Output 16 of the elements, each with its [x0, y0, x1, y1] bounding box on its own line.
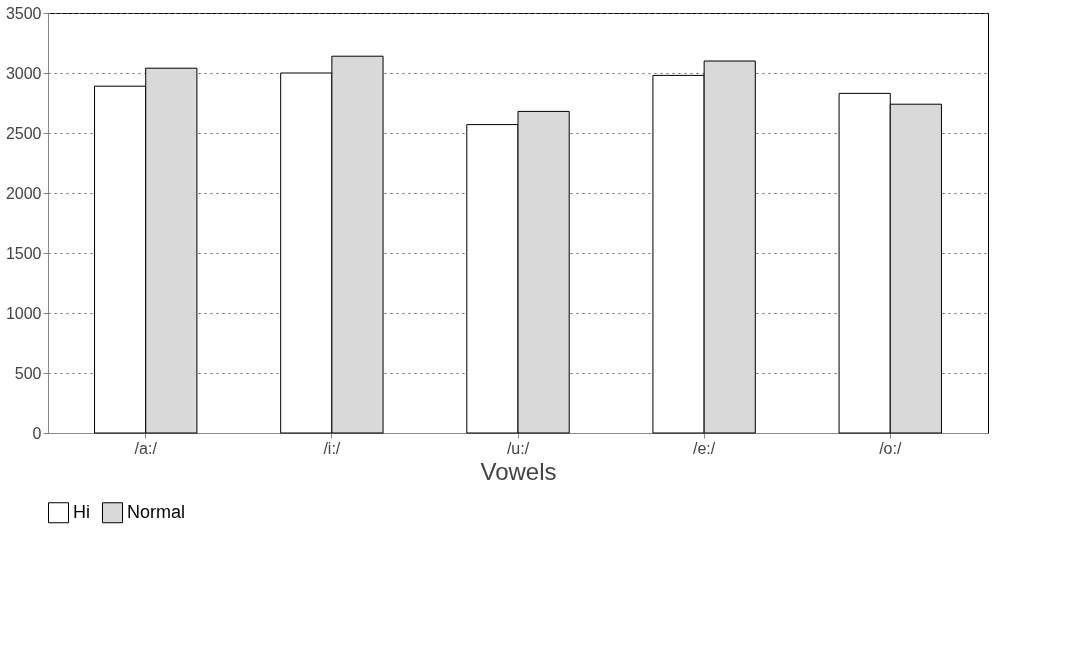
x-tick-label: /a:/: [134, 439, 158, 457]
y-tick-label: 3500: [5, 4, 42, 22]
y-tick-label: 3000: [5, 64, 42, 82]
y-tick-label: 1000: [5, 304, 42, 322]
y-tick-label: 1500: [5, 244, 42, 262]
x-tick-label: /e:/: [693, 439, 716, 457]
x-tick-label: /u:/: [506, 439, 530, 457]
y-tick-label: 2500: [5, 124, 42, 142]
x-axis-title: Vowels: [480, 457, 557, 485]
x-tick-label: /i:/: [323, 439, 341, 457]
y-tick-label: 2000: [5, 184, 42, 202]
y-tick-label: 500: [14, 364, 42, 382]
x-tick-label: /o:/: [879, 439, 902, 457]
legend-label: Normal: [127, 501, 186, 522]
legend-label: Hi: [73, 501, 90, 522]
y-tick-label: 0: [32, 424, 42, 442]
